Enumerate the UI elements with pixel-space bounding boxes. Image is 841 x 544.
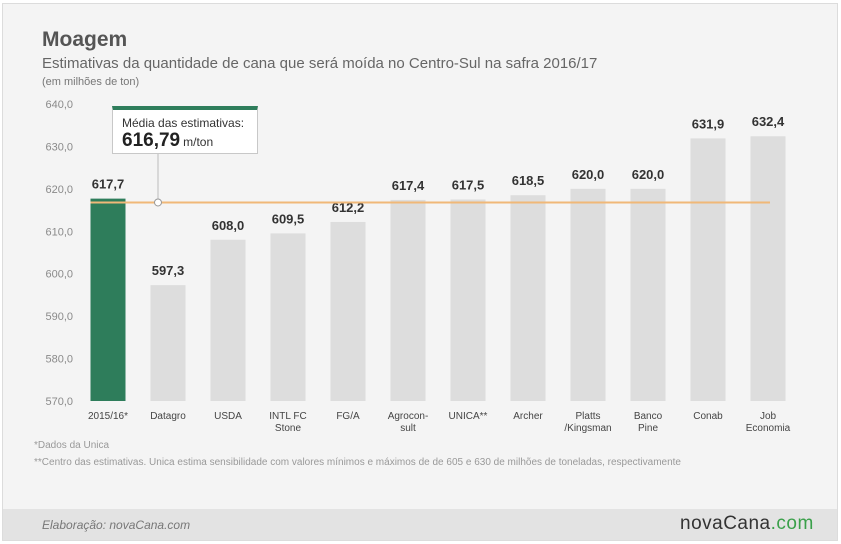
credit-text: Elaboração: novaCana.com [42,518,191,532]
x-category-label: Pine [638,423,658,434]
y-tick-label: 570,0 [45,396,73,408]
y-tick-label: 640,0 [45,99,73,111]
y-tick-label: 580,0 [45,354,73,366]
x-category-label: Archer [513,411,543,422]
x-category-label: UNICA** [449,411,488,422]
x-category-label: Banco [634,411,663,422]
bar [330,221,366,401]
bar [750,136,786,401]
y-tick-label: 610,0 [45,226,73,238]
x-category-label: Conab [693,411,723,422]
x-category-label: sult [400,423,416,434]
bar [570,188,606,401]
chart-subtitle: Estimativas da quantidade de cana que se… [42,55,598,72]
brand-suffix: .com [770,513,814,534]
y-tick-label: 590,0 [45,311,73,323]
bar-value-label: 597,3 [152,263,185,278]
bar-value-label: 612,2 [332,200,365,215]
x-category-label: Agrocon- [388,411,429,422]
unit-note: (em milhões de ton) [42,76,140,88]
bar [510,195,546,401]
y-tick-label: 600,0 [45,269,73,281]
bar [210,239,246,401]
x-category-label: Stone [275,423,302,434]
footnote-unica: *Dados da Unica [34,440,110,451]
x-category-label: INTL FC [269,411,306,422]
bar [690,138,726,402]
brand-name-accent: Cana [723,513,771,534]
average-callout: Média das estimativas: 616,79 m/ton [112,106,258,154]
bar-value-label: 617,5 [452,177,485,192]
bar-value-label: 609,5 [272,211,305,226]
bar-value-label: 620,0 [632,167,665,182]
x-category-label: Platts [575,411,600,422]
bar-value-label: 617,4 [392,178,425,193]
y-tick-label: 620,0 [45,184,73,196]
bar-value-label: 608,0 [212,218,245,233]
x-category-label: 2015/16* [88,411,128,422]
x-category-label: Datagro [150,411,186,422]
x-category-label: Economia [746,423,791,434]
x-category-label: /Kingsman [564,423,611,434]
x-category-label: USDA [214,411,242,422]
bar-value-label: 632,4 [752,114,785,129]
chart-title: Moagem [42,28,128,51]
bar-value-label: 618,5 [512,173,545,188]
bar [90,198,126,401]
y-tick-label: 630,0 [45,141,73,153]
average-callout-value: 616,79 [122,130,181,151]
bar [150,285,186,401]
bar-value-label: 631,9 [692,116,725,131]
average-callout-label: Média das estimativas: [122,116,245,130]
brand-logo: novaCana.com [680,513,814,535]
bar [390,199,426,401]
average-callout-unit: m/ton [183,135,214,149]
footnote-center: **Centro das estimativas. Unica estima s… [34,457,681,468]
x-category-label: Job [760,411,777,422]
bar-value-label: 620,0 [572,167,605,182]
average-marker [154,198,162,207]
bar-value-label: 617,7 [92,177,125,192]
brand-name: nova [680,513,724,534]
bar [270,233,306,401]
x-category-label: FG/A [336,411,360,422]
footer-bar [3,509,837,540]
bar [630,188,666,401]
bar [450,199,486,401]
